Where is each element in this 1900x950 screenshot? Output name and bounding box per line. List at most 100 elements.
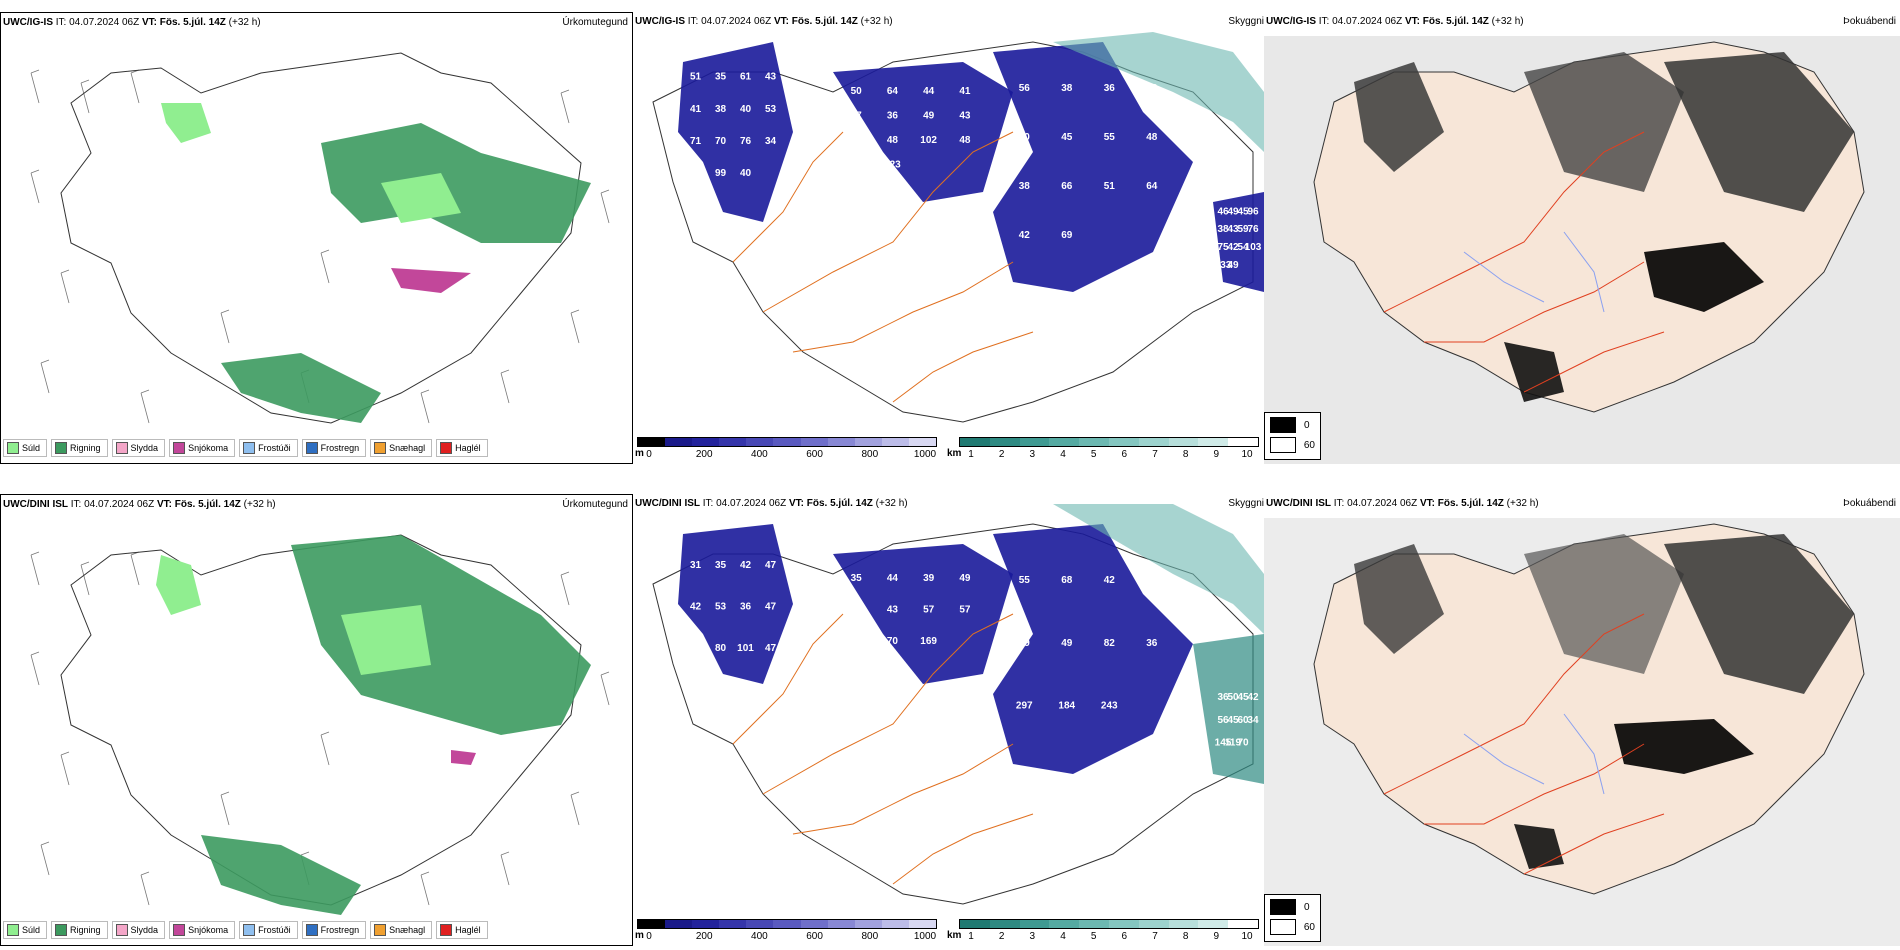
ceiling-color-step: [881, 920, 909, 928]
ceiling-value-label: 31: [690, 560, 702, 571]
ceiling-value-label: 35: [715, 560, 727, 571]
ceiling-value-label: 145: [1215, 738, 1232, 749]
ceiling-value-label: 71: [690, 136, 702, 147]
visibility-color-step: [1138, 438, 1169, 446]
panel-title: Skyggni: [1228, 498, 1264, 509]
ceiling-value-label: 35: [851, 573, 863, 584]
panel-title: Þokuábendi: [1843, 498, 1896, 509]
ceiling-value-label: 34: [1247, 715, 1259, 726]
ceiling-value-label: 169: [920, 636, 937, 647]
visibility-color-step: [1049, 438, 1080, 446]
precip-legend: Súld Rigning Slydda Snjókoma Frostúði Fr…: [3, 921, 488, 939]
ceiling-value-label: 51: [1104, 181, 1116, 192]
visibility-tick-label: 3: [1029, 449, 1036, 460]
ceiling-color-step: [908, 920, 937, 928]
ceiling-tick-label: 800: [861, 931, 879, 942]
visibility-color-step: [1019, 920, 1050, 928]
ceiling-color-step: [881, 438, 909, 446]
ceiling-value-label: 96: [1247, 206, 1259, 217]
ceiling-color-step: [719, 920, 747, 928]
swatch-3: [173, 442, 186, 454]
legend-item: Frostúði: [239, 921, 298, 939]
visibility-scale: 1 2 3 4 5 6 7 8 9 10: [959, 919, 1259, 946]
legend-item: Snjókoma: [169, 921, 236, 939]
ceiling-tick-label: 200: [695, 931, 713, 942]
iceland-outline: [60, 52, 582, 424]
swatch-4: [243, 442, 256, 454]
ceiling-value-label: 50: [851, 86, 863, 97]
ceiling-value-label: 184: [1058, 701, 1075, 712]
ceiling-tick-label: 0: [646, 931, 652, 942]
ceiling-value-label: 51: [851, 636, 863, 647]
ceiling-value-label: 103: [1245, 242, 1262, 253]
ceiling-value-label: 56: [1217, 715, 1229, 726]
fog-legend: 0 60: [1264, 894, 1321, 942]
ceiling-value-label: 243: [1101, 701, 1118, 712]
legend-item: Snjókoma: [169, 439, 236, 457]
ceiling-value-label: 99: [715, 168, 727, 179]
swatch-7: [440, 924, 453, 936]
ceiling-value-label: 133: [1215, 260, 1232, 271]
ceiling-color-step: [638, 438, 666, 446]
ceiling-numbers: 51 50 56 46 35 64 38 49 61 44 36 45 43 41 42 96 41 37 40 38…: [690, 72, 1262, 271]
swatch-7: [440, 442, 453, 454]
ceiling-tick-label: 1000: [913, 449, 937, 460]
ceiling-value-label: 38: [1019, 181, 1031, 192]
ceiling-color-step: [746, 920, 774, 928]
ceiling-value-label: 43: [765, 72, 777, 83]
drizzle-area: [156, 555, 201, 615]
ceiling-value-label: 10: [690, 168, 702, 179]
visibility-tick-label: 1: [968, 449, 974, 460]
legend-item: Frostúði: [239, 439, 298, 457]
ceiling-value-label: 49: [923, 111, 935, 122]
ceiling-value-label: 41: [959, 86, 971, 97]
ceiling-value-label: 42: [1019, 230, 1031, 241]
fog-swatch-0: [1270, 417, 1296, 433]
visibility-tick-label: 1: [968, 931, 974, 942]
ceiling-value-label: 48: [887, 135, 899, 146]
ceiling-value-label: 623: [884, 159, 901, 170]
ceiling-value-label: 101: [737, 643, 754, 654]
ceiling-value-label: 47: [765, 560, 777, 571]
ceiling-value-label: 56: [1019, 83, 1031, 94]
visibility-tick-label: 3: [1029, 931, 1036, 942]
visibility-color-step: [1079, 920, 1109, 928]
swatch-4: [243, 924, 256, 936]
ceiling-color-step: [854, 920, 882, 928]
ceiling-color-step: [692, 438, 720, 446]
ceiling-value-label: 41: [690, 104, 702, 115]
ceiling-value-label: 40: [1019, 132, 1031, 143]
ceiling-value-label: 70: [887, 636, 899, 647]
ceiling-value-label: 55: [1019, 575, 1031, 586]
fog-swatch-1: [1270, 437, 1296, 453]
fog-legend-row: 0: [1265, 413, 1320, 433]
cloud-panel-bottom: UWC/DINI ISL IT: 04.07.2024 06Z VT: Fös.…: [633, 494, 1264, 946]
ceiling-value-label: 49: [1227, 260, 1239, 271]
swatch-0: [7, 442, 19, 454]
ceiling-value-label: 40: [740, 104, 752, 115]
ceiling-value-label: 34: [765, 136, 777, 147]
ceiling-value-label: 49: [1227, 206, 1239, 217]
ceiling-value-label: 297: [1016, 701, 1033, 712]
fog-map: [1264, 518, 1900, 946]
visibility-color-step: [1079, 438, 1109, 446]
visibility-tick-label: 6: [1121, 931, 1128, 942]
visibility-color-step: [1228, 920, 1258, 928]
ceiling-value-label: 43: [1227, 224, 1239, 235]
swatch-0: [7, 924, 19, 936]
ceiling-tick-label: 600: [806, 931, 823, 942]
swatch-5: [305, 442, 318, 454]
legend-item: Rigning: [51, 439, 108, 457]
ceiling-color-step: [800, 438, 828, 446]
precip-panel-top: UWC/IG-IS IT: 04.07.2024 06Z VT: Fös. 5.…: [0, 12, 633, 464]
visibility-color-step: [1198, 920, 1229, 928]
ceiling-value-label: 47: [765, 643, 777, 654]
ceiling-value-label: 36: [1104, 83, 1116, 94]
ceiling-value-label: 69: [1061, 230, 1073, 241]
visibility-tick-label: 4: [1060, 931, 1066, 942]
ceiling-value-label: 76: [740, 136, 752, 147]
roads: [732, 131, 1034, 403]
panel-title: Skyggni: [1228, 16, 1264, 27]
ceiling-colorbar: [637, 437, 937, 447]
ceiling-color-step: [746, 438, 774, 446]
